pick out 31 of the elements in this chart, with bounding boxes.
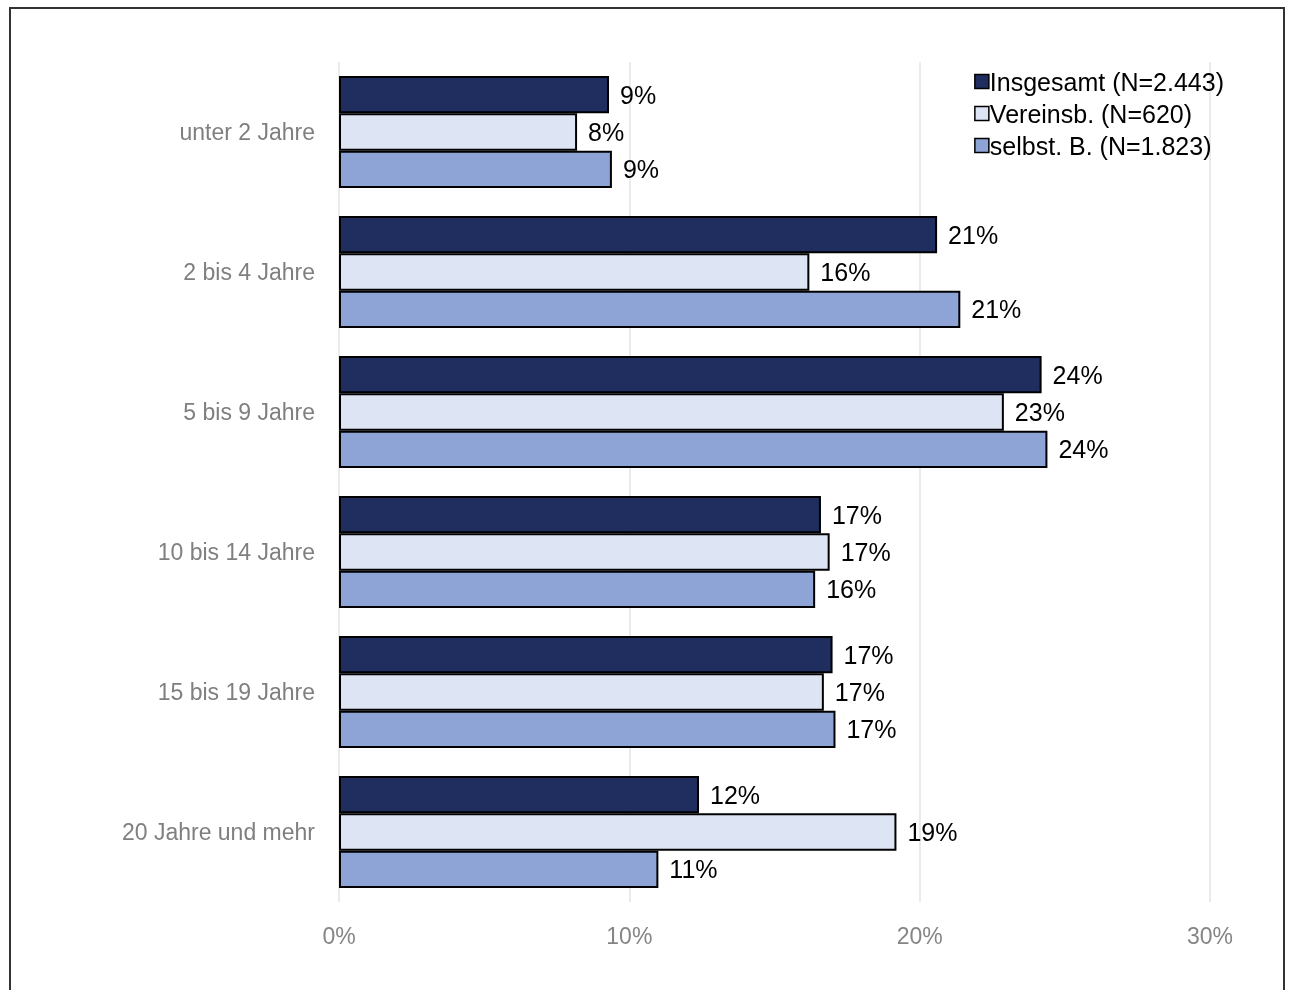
y-tick-label: 5 bis 9 Jahre (183, 399, 315, 425)
x-tick-label: 30% (1186, 922, 1234, 949)
data-label: 17% (834, 678, 885, 706)
data-label: 21% (971, 295, 1022, 324)
data-label: 16% (820, 258, 871, 286)
x-tick-label: 20% (896, 922, 943, 949)
y-tick-label: unter 2 Jahre (179, 119, 315, 145)
data-label: 17% (846, 715, 897, 744)
data-label: 19% (907, 818, 958, 846)
data-label: 9% (620, 80, 657, 109)
y-tick-label: 15 bis 19 Jahre (157, 679, 315, 705)
data-label: 17% (831, 500, 882, 529)
legend-label: Insgesamt (N=2.443) (989, 67, 1225, 96)
x-tick-label: 0% (322, 922, 356, 949)
data-label: 17% (840, 538, 891, 566)
data-label: 24% (1058, 435, 1109, 464)
data-label: 17% (843, 640, 894, 669)
data-label: 12% (710, 780, 761, 809)
data-label: 8% (588, 118, 625, 146)
y-tick-label: 20 Jahre und mehr (121, 819, 316, 845)
data-label: 9% (622, 155, 660, 184)
data-label: 16% (826, 575, 877, 604)
legend-label: selbst. B. (N=1.823) (989, 131, 1212, 160)
y-tick-label: 2 bis 4 Jahre (183, 259, 315, 285)
data-label: 23% (1014, 398, 1065, 426)
data-label: 24% (1052, 360, 1103, 389)
data-label: 21% (948, 220, 999, 249)
y-tick-label: 10 bis 14 Jahre (157, 539, 315, 565)
data-label: 11% (669, 855, 718, 884)
legend-label: Vereinsb. (N=620) (989, 99, 1193, 128)
x-tick-label: 10% (606, 922, 653, 949)
